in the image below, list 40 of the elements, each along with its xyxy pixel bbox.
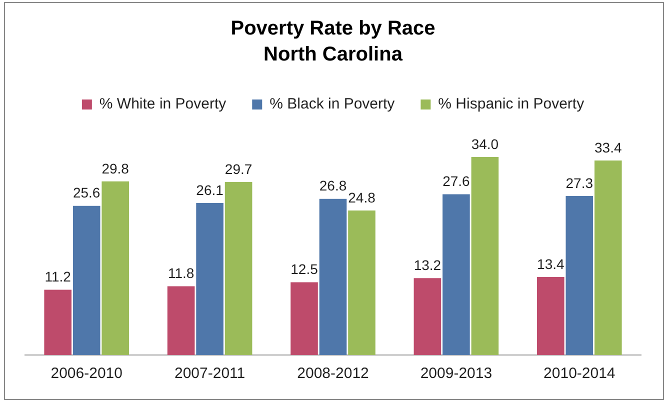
bar xyxy=(471,156,499,355)
data-label: 13.4 xyxy=(537,256,564,272)
bar xyxy=(290,282,318,355)
bar xyxy=(102,181,129,355)
x-tick-label: 2007-2011 xyxy=(174,365,246,382)
bar xyxy=(196,202,224,355)
data-label: 29.8 xyxy=(102,160,130,176)
bar xyxy=(414,278,442,355)
data-label: 11.2 xyxy=(44,268,72,285)
bar xyxy=(319,198,347,355)
data-label: 29.7 xyxy=(224,160,252,177)
bar xyxy=(537,276,564,355)
legend-label: % Black in Poverty xyxy=(270,96,396,113)
data-label: 27.3 xyxy=(566,174,594,191)
bar xyxy=(594,160,622,355)
x-tick-label: 2008-2012 xyxy=(297,365,369,382)
bar xyxy=(348,210,376,355)
data-label: 12.5 xyxy=(290,261,318,278)
bar xyxy=(44,290,72,355)
data-label: 25.6 xyxy=(72,184,100,201)
data-label: 26.8 xyxy=(319,178,347,194)
bar xyxy=(167,286,195,355)
data-label: 24.8 xyxy=(348,189,376,206)
chart-title: Poverty Rate by Race xyxy=(230,18,436,40)
bar xyxy=(566,196,594,355)
x-tick-label: 2009-2013 xyxy=(420,365,492,382)
chart-subtitle: North Carolina xyxy=(264,44,404,66)
legend-label: % Hispanic in Poverty xyxy=(438,96,585,113)
data-label: 34.0 xyxy=(471,136,499,152)
data-label: 13.2 xyxy=(414,256,442,273)
bar xyxy=(224,182,252,355)
legend-label: % White in Poverty xyxy=(99,96,227,113)
data-label: 11.8 xyxy=(168,265,194,282)
bar xyxy=(72,206,100,355)
bar xyxy=(442,194,470,355)
x-tick-label: 2006-2010 xyxy=(50,365,122,382)
data-label: 27.6 xyxy=(442,173,470,190)
data-label: 33.4 xyxy=(594,139,622,156)
data-label: 26.1 xyxy=(196,182,224,198)
x-tick-label: 2010-2014 xyxy=(544,365,616,382)
